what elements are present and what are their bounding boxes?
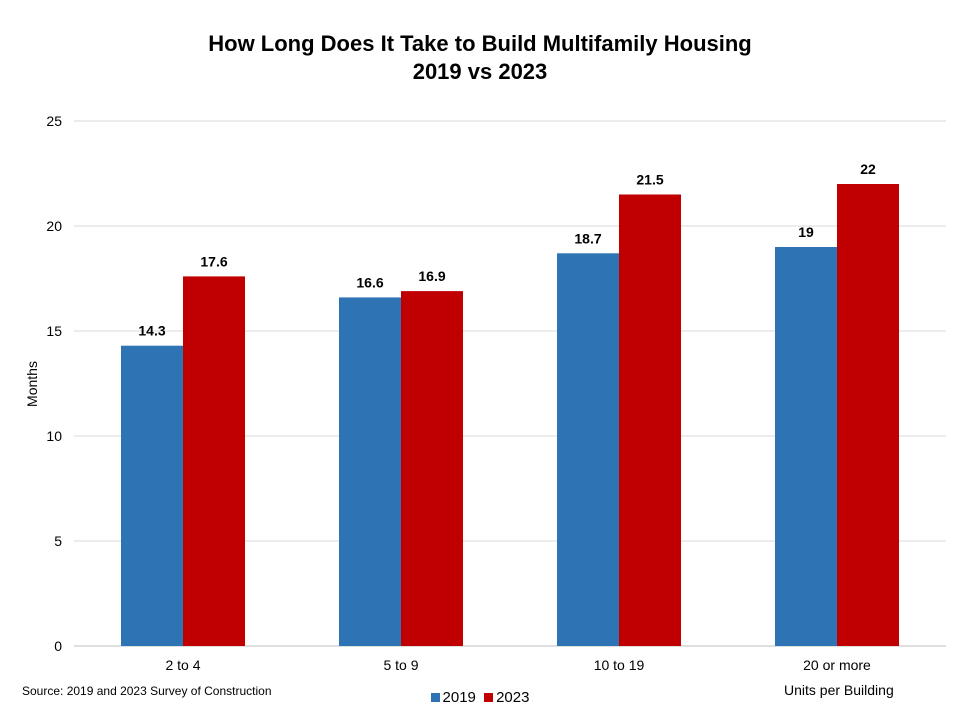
x-axis-label: Units per Building xyxy=(784,682,894,698)
bar-2023 xyxy=(837,184,899,646)
legend-swatch-2019 xyxy=(430,693,440,702)
bar-2023 xyxy=(619,194,681,646)
bar-2023 xyxy=(401,291,463,646)
y-tick-label: 0 xyxy=(54,638,62,654)
data-label-2019: 18.7 xyxy=(574,230,601,246)
y-tick-label: 20 xyxy=(46,218,62,234)
bar-2023 xyxy=(183,276,245,646)
data-label-2019: 19 xyxy=(798,224,814,240)
bar-2019 xyxy=(339,297,401,646)
data-label-2019: 16.6 xyxy=(356,274,383,290)
data-label-2023: 16.9 xyxy=(418,268,445,284)
y-axis-label: Months xyxy=(24,361,40,407)
legend-swatch-2023 xyxy=(484,693,494,702)
source-note: Source: 2019 and 2023 Survey of Construc… xyxy=(22,684,272,698)
legend-label-2023: 2023 xyxy=(496,689,530,706)
y-tick-label: 25 xyxy=(46,113,62,129)
legend-label-2019: 2019 xyxy=(442,689,476,706)
y-tick-label: 5 xyxy=(54,533,62,549)
data-label-2019: 14.3 xyxy=(138,323,165,339)
y-tick-label: 10 xyxy=(46,428,62,444)
chart-title-line: How Long Does It Take to Build Multifami… xyxy=(208,31,752,56)
y-tick-label: 15 xyxy=(46,323,62,339)
data-label-2023: 22 xyxy=(860,161,876,177)
x-tick-label: 10 to 19 xyxy=(594,657,645,673)
x-tick-label: 2 to 4 xyxy=(165,657,200,673)
bar-2019 xyxy=(121,345,183,646)
chart-title: How Long Does It Take to Build Multifami… xyxy=(0,30,960,86)
x-tick-label: 5 to 9 xyxy=(383,657,418,673)
legend-item-2019: 2019 xyxy=(430,689,476,706)
data-label-2023: 17.6 xyxy=(200,253,227,269)
bar-2019 xyxy=(775,247,837,646)
chart-subtitle: 2019 vs 2023 xyxy=(412,59,548,84)
legend-item-2023: 2023 xyxy=(484,689,529,706)
data-label-2023: 21.5 xyxy=(636,172,663,188)
x-tick-label: 20 or more xyxy=(803,657,871,673)
bar-2019 xyxy=(557,253,619,647)
legend: 2019 2023 xyxy=(0,689,960,706)
